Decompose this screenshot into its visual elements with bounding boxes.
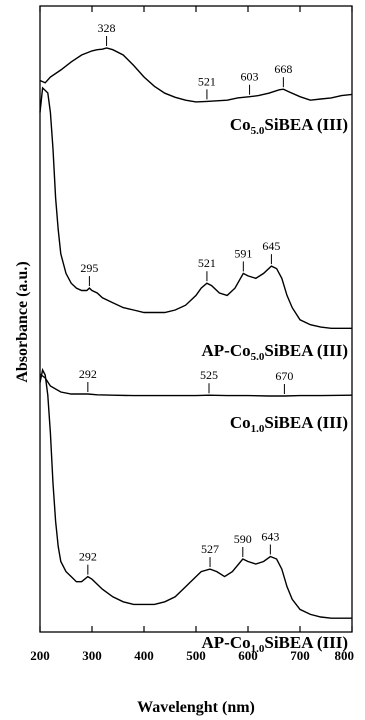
series-label-rest: SiBEA (III)	[264, 413, 348, 432]
series-label-subscript: 1.0	[251, 643, 265, 655]
peak-label: 603	[241, 70, 259, 84]
peak-label: 645	[262, 239, 280, 253]
series-label-subscript: 1.0	[251, 423, 265, 435]
series-label-rest: SiBEA (III)	[264, 341, 348, 360]
peak-label: 295	[80, 261, 98, 275]
series-label-main: AP-Co	[202, 633, 251, 652]
series-label-rest: SiBEA (III)	[264, 115, 348, 134]
peak-annotations: 328 521 603 668 295 521 591 645 292 525 670 292 527 5…	[79, 21, 293, 575]
series-labels: Co5.0SiBEA (III)AP-Co5.0SiBEA (III)Co1.0…	[202, 115, 348, 655]
peak-label: 525	[200, 368, 218, 382]
plot-frame	[39, 5, 353, 633]
peak-label: 292	[79, 367, 97, 381]
y-axis-title: Absorbance (a.u.)	[14, 261, 31, 382]
peak-label: 643	[261, 529, 279, 543]
series-label-main: AP-Co	[202, 341, 251, 360]
series-label-2: AP-Co5.0SiBEA (III)	[202, 341, 348, 363]
peak-label: 670	[275, 369, 293, 383]
series-line-4	[39, 367, 352, 619]
peak-label: 292	[79, 550, 97, 564]
x-tick-label: 500	[186, 648, 206, 663]
series-label-main: Co	[230, 413, 251, 432]
x-tick-label: 300	[82, 648, 102, 663]
x-tick-label: 800	[335, 648, 355, 663]
series-label-3: Co1.0SiBEA (III)	[230, 413, 348, 435]
x-tick-label: 400	[134, 648, 154, 663]
x-axis-ticks: 200 300 400 500 600 700 800	[30, 6, 354, 663]
peak-label: 591	[234, 246, 252, 260]
series-line-3	[39, 373, 353, 397]
peak-label: 590	[234, 532, 252, 546]
series-label-4: AP-Co1.0SiBEA (III)	[202, 633, 348, 655]
x-tick-label: 600	[238, 648, 258, 663]
chart-series-lines	[39, 47, 353, 619]
peak-label: 521	[198, 256, 216, 270]
series-label-1: Co5.0SiBEA (III)	[230, 115, 348, 137]
series-label-subscript: 5.0	[251, 125, 265, 137]
chart-axes	[39, 5, 353, 633]
series-line-1	[39, 47, 353, 103]
peak-label: 668	[274, 62, 292, 76]
peak-label: 527	[201, 542, 219, 556]
x-tick-label: 700	[290, 648, 310, 663]
peak-label: 521	[198, 74, 216, 88]
series-label-rest: SiBEA (III)	[264, 633, 348, 652]
series-line-2	[39, 86, 352, 329]
x-tick-label: 200	[30, 648, 50, 663]
peak-label: 328	[98, 21, 116, 35]
series-label-subscript: 5.0	[251, 351, 265, 363]
x-axis-title: Wavelenght (nm)	[137, 699, 255, 716]
series-label-main: Co	[230, 115, 251, 134]
